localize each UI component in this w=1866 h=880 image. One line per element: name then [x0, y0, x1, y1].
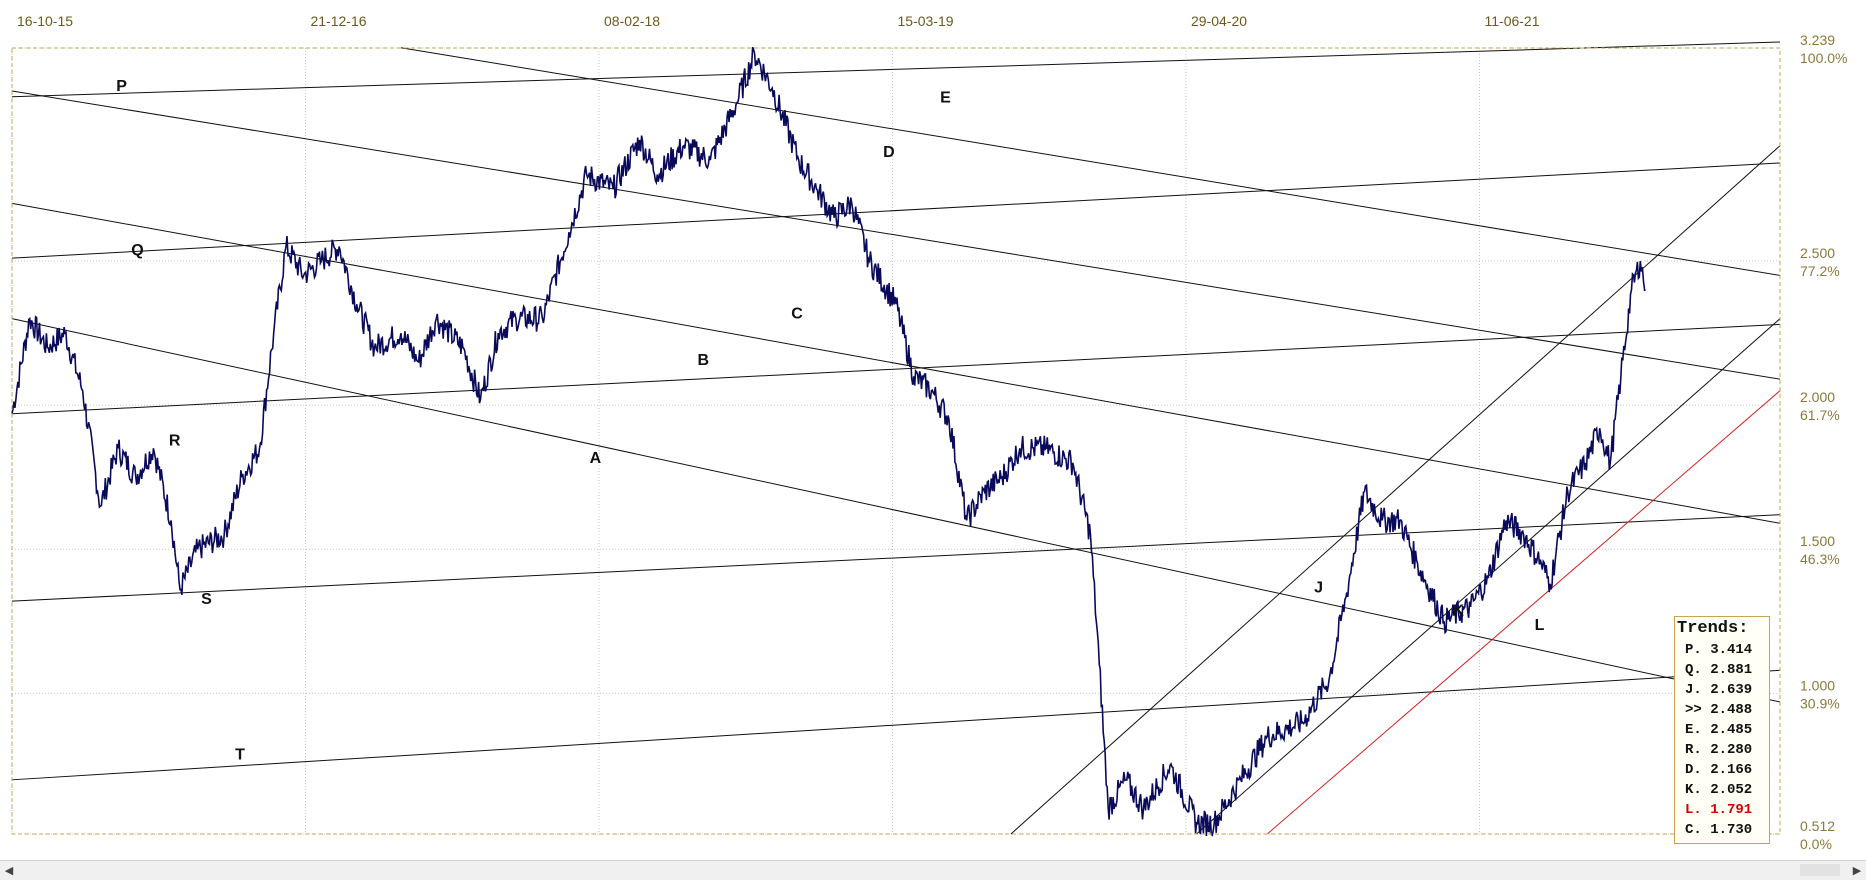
y-tick-value: 1.000: [1800, 677, 1835, 693]
trends-legend-row: C. 1.730: [1685, 822, 1753, 838]
price-chart: P E D Q C B R A S J K L T 16-10-15 21-12-16 08-02-18 15…: [11, 13, 1847, 852]
x-tick-label: 29-04-20: [1191, 13, 1247, 29]
trend-line-d: [11, 90, 1781, 380]
trends-legend-rows: P. 3.414 Q. 2.881 J. 2.639 >> 2.488 E. 2.485…: [1675, 640, 1769, 840]
trend-line-p: [11, 41, 1781, 98]
x-tick-label: 08-02-18: [604, 13, 660, 29]
trend-line-t: [11, 669, 1781, 781]
trends-legend-row: >> 2.488: [1685, 702, 1753, 718]
trend-label-c: C: [791, 306, 803, 323]
y-tick-value: 0.512: [1800, 818, 1835, 834]
x-tick-label: 15-03-19: [898, 13, 954, 29]
trend-label-e: E: [940, 89, 951, 106]
trend-label-l: L: [1535, 617, 1545, 634]
trend-label-s: S: [201, 591, 212, 608]
x-tick-label: 21-12-16: [311, 13, 367, 29]
x-tick-label: 11-06-21: [1485, 13, 1540, 29]
trends-legend-title: Trends:: [1677, 619, 1749, 638]
y-tick-value: 2.500: [1800, 245, 1835, 261]
trend-line-c: [11, 202, 1781, 524]
horizontal-scrollbar[interactable]: ◀ ▶: [0, 860, 1866, 880]
y-tick-percent: 0.0%: [1800, 836, 1832, 852]
trends-legend-row: E. 2.485: [1685, 722, 1753, 738]
trends-legend: Trends: P. 3.414 Q. 2.881 J. 2.639 >> 2.488…: [1674, 616, 1770, 844]
scroll-thumb[interactable]: [1800, 864, 1840, 876]
y-tick-value: 1.500: [1800, 533, 1835, 549]
trend-label-r: R: [169, 432, 181, 449]
trend-label-p: P: [116, 78, 127, 95]
trends-legend-row: K. 2.052: [1685, 782, 1753, 798]
trend-line-l: [1266, 390, 1781, 835]
scroll-right-arrow-icon[interactable]: ▶: [1852, 864, 1862, 877]
y-tick-percent: 30.9%: [1800, 695, 1840, 711]
trends-legend-row: L. 1.791: [1685, 802, 1753, 818]
trends-legend-row: P. 3.414: [1685, 642, 1753, 658]
y-axis-tick-labels: 3.239 100.0% 2.500 77.2% 2.000 61.7% 1.500 46.3…: [1800, 32, 1847, 852]
trend-line-labels: P E D Q C B R A S J K L T: [116, 78, 1544, 764]
trend-label-t: T: [235, 747, 245, 764]
trend-line-a: [11, 318, 1781, 703]
trend-line-q: [11, 162, 1781, 259]
trend-line-r: [11, 323, 1781, 415]
chart-grid: [11, 47, 1780, 835]
y-tick-percent: 100.0%: [1800, 50, 1847, 66]
trend-label-j: J: [1314, 579, 1323, 596]
trend-label-d: D: [883, 144, 895, 161]
y-tick-percent: 46.3%: [1800, 551, 1840, 567]
trend-label-a: A: [590, 450, 602, 467]
trends-legend-row: R. 2.280: [1685, 742, 1753, 758]
y-tick-percent: 61.7%: [1800, 407, 1840, 423]
trends-legend-row: J. 2.639: [1685, 682, 1753, 698]
x-tick-label: 16-10-15: [17, 13, 73, 29]
trends-legend-row: Q. 2.881: [1685, 662, 1753, 678]
x-axis-tick-labels: 16-10-15 21-12-16 08-02-18 15-03-19 29-04-20…: [17, 13, 1540, 29]
plot-frame: [11, 47, 1781, 835]
y-tick-value: 2.000: [1800, 389, 1835, 405]
trend-label-q: Q: [131, 242, 143, 259]
trend-lines: [11, 41, 1781, 835]
trends-legend-row: D. 2.166: [1685, 762, 1753, 778]
trend-label-k: K: [1452, 603, 1464, 620]
trend-label-b: B: [698, 352, 710, 369]
price-series-line: [11, 46, 1646, 837]
trend-line-e: [400, 47, 1781, 276]
y-tick-percent: 77.2%: [1800, 263, 1840, 279]
scroll-left-arrow-icon[interactable]: ◀: [4, 864, 14, 877]
y-tick-value: 3.239: [1800, 32, 1835, 48]
trend-line-s: [11, 514, 1781, 602]
trend-line-j: [1010, 145, 1781, 835]
